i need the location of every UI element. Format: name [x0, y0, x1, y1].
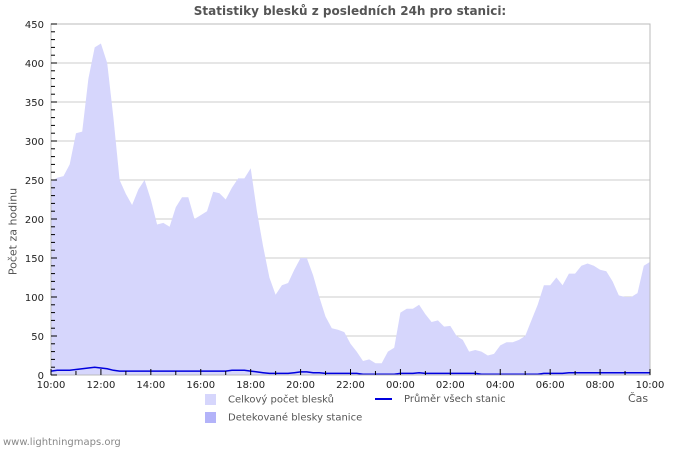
svg-text:10:00: 10:00	[636, 380, 665, 391]
svg-text:18:00: 18:00	[236, 380, 265, 391]
svg-text:50: 50	[31, 332, 44, 343]
x-axis-label: Čas	[628, 392, 649, 405]
svg-text:300: 300	[25, 137, 44, 148]
footer-link[interactable]: www.lightningmaps.org	[3, 437, 121, 448]
svg-text:08:00: 08:00	[586, 380, 615, 391]
svg-text:450: 450	[25, 20, 44, 31]
svg-text:200: 200	[25, 215, 44, 226]
svg-text:400: 400	[25, 59, 44, 70]
legend-label-station: Detekované blesky stanice	[228, 412, 363, 424]
svg-text:0: 0	[38, 371, 44, 382]
y-axis-ticks: 0 50 100 150 200 250 300 350 400 450	[25, 20, 57, 382]
station-swatch-icon	[205, 412, 216, 423]
total-swatch-icon	[205, 394, 216, 405]
chart-title: Statistiky blesků z posledních 24h pro s…	[193, 4, 507, 18]
average-line-icon	[375, 398, 392, 400]
total-strikes-area	[51, 43, 650, 375]
svg-text:250: 250	[25, 176, 44, 187]
svg-text:14:00: 14:00	[136, 380, 165, 391]
svg-text:02:00: 02:00	[436, 380, 465, 391]
legend-item-average: Průměr všech stanic	[375, 394, 506, 405]
svg-text:04:00: 04:00	[486, 380, 515, 391]
svg-text:20:00: 20:00	[286, 380, 315, 391]
svg-text:16:00: 16:00	[186, 380, 215, 391]
legend-item-station: Detekované blesky stanice	[205, 412, 362, 424]
svg-text:22:00: 22:00	[336, 380, 365, 391]
x-axis-ticks: 10:00 12:00 14:00 16:00 18:00 20:00 22:00 00:00…	[37, 369, 665, 391]
legend-item-total: Celkový počet blesků	[205, 394, 334, 406]
svg-text:10:00: 10:00	[37, 380, 66, 391]
svg-text:00:00: 00:00	[386, 380, 415, 391]
legend-label-total: Celkový počet blesků	[228, 394, 335, 406]
legend-label-average: Průměr všech stanic	[404, 394, 506, 405]
svg-text:06:00: 06:00	[536, 380, 565, 391]
svg-text:150: 150	[25, 254, 44, 265]
svg-text:100: 100	[25, 293, 44, 304]
svg-text:12:00: 12:00	[87, 380, 116, 391]
svg-text:350: 350	[25, 98, 44, 109]
